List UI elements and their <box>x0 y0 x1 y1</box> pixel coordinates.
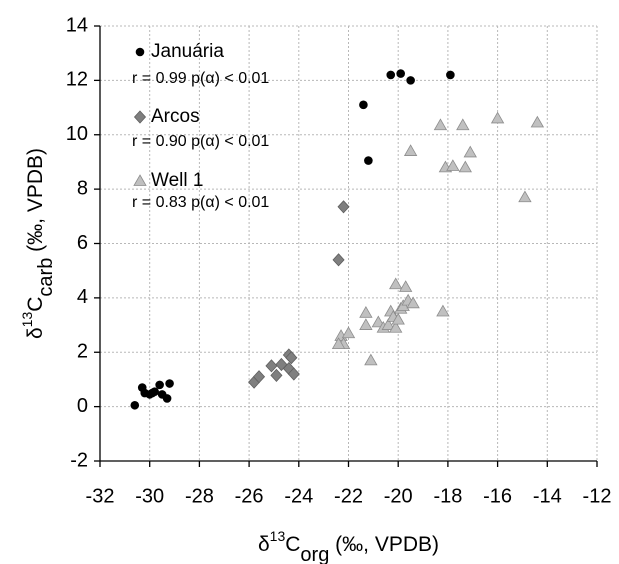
x-axis-label-part: (‰, VPDB) <box>329 533 439 556</box>
point <box>165 379 174 388</box>
point <box>337 200 350 214</box>
point <box>364 353 378 366</box>
x-axis-label-part: org <box>300 544 329 564</box>
point <box>341 326 356 339</box>
x-tick-label: -32 <box>86 485 115 507</box>
y-tick-label: 6 <box>77 232 88 254</box>
point <box>155 380 164 390</box>
point <box>518 190 532 203</box>
point <box>389 277 403 290</box>
annotation: r = 0.83 p(α) < 0.01 <box>132 194 269 211</box>
annotation: r = 0.90 p(α) < 0.01 <box>132 133 269 150</box>
x-tick-label: -20 <box>384 485 413 507</box>
point <box>130 400 140 410</box>
point <box>530 115 545 128</box>
point <box>458 160 472 173</box>
legend-label: Well 1 <box>151 170 203 191</box>
point <box>359 306 373 318</box>
point <box>359 318 373 330</box>
y-tick-label: 10 <box>66 123 88 145</box>
y-tick-label: 12 <box>66 69 88 91</box>
x-tick-label: -24 <box>284 485 313 507</box>
point <box>331 337 346 349</box>
y-axis-label-part: (‰, VPDB) <box>24 148 47 258</box>
point <box>436 304 450 317</box>
legend-label: Januária <box>151 41 224 62</box>
point <box>147 388 157 398</box>
legend-label: Arcos <box>151 106 200 127</box>
legend-swatch <box>135 47 145 57</box>
point <box>446 70 455 80</box>
point <box>389 320 403 333</box>
x-tick-label: -14 <box>533 485 562 507</box>
point <box>446 159 460 171</box>
x-tick-label: -18 <box>433 485 462 507</box>
y-tick-label: 2 <box>77 341 88 363</box>
point <box>287 367 300 381</box>
x-axis-label-part: 13 <box>270 528 286 544</box>
point <box>386 70 396 80</box>
x-tick-label: -16 <box>483 485 512 507</box>
point <box>364 156 373 165</box>
legend-swatch <box>133 174 147 186</box>
x-tick-label: -22 <box>334 485 363 507</box>
point <box>332 253 345 267</box>
y-tick-label: -2 <box>70 449 88 471</box>
y-tick-label: 8 <box>77 177 88 199</box>
point <box>381 318 395 330</box>
x-axis-label-part: δ <box>258 533 270 556</box>
x-tick-label: -28 <box>185 485 214 507</box>
point <box>406 296 420 309</box>
y-axis-label-part: C <box>24 297 47 312</box>
x-tick-label: -30 <box>135 485 164 507</box>
x-tick-label: -26 <box>235 485 264 507</box>
point <box>456 118 470 131</box>
x-axis-label-part: C <box>285 533 300 556</box>
y-tick-label: 0 <box>77 395 88 417</box>
point <box>406 76 415 85</box>
legend-swatch <box>133 110 147 124</box>
y-tick-label: 14 <box>66 14 88 36</box>
x-axis-label: δ13Corg (‰, VPDB) <box>258 528 439 564</box>
point <box>359 100 368 110</box>
point <box>396 69 405 78</box>
point <box>270 368 283 382</box>
y-axis-label-part: 13 <box>19 312 35 328</box>
y-axis-label-part: δ <box>24 327 47 339</box>
point <box>265 359 278 373</box>
point <box>162 394 172 403</box>
y-tick-label: 4 <box>77 286 88 308</box>
y-axis-label: δ13Ccarb (‰, VPDB) <box>19 148 58 339</box>
point <box>391 312 405 325</box>
point <box>285 351 298 365</box>
point <box>403 144 418 156</box>
annotation: r = 0.99 p(α) < 0.01 <box>132 70 269 87</box>
point <box>371 315 386 328</box>
x-tick-label: -12 <box>583 485 612 507</box>
y-axis-label-part: carb <box>35 258 57 297</box>
point <box>463 145 477 158</box>
point <box>433 118 448 131</box>
point <box>490 111 505 124</box>
point <box>398 280 413 292</box>
point <box>252 370 266 384</box>
